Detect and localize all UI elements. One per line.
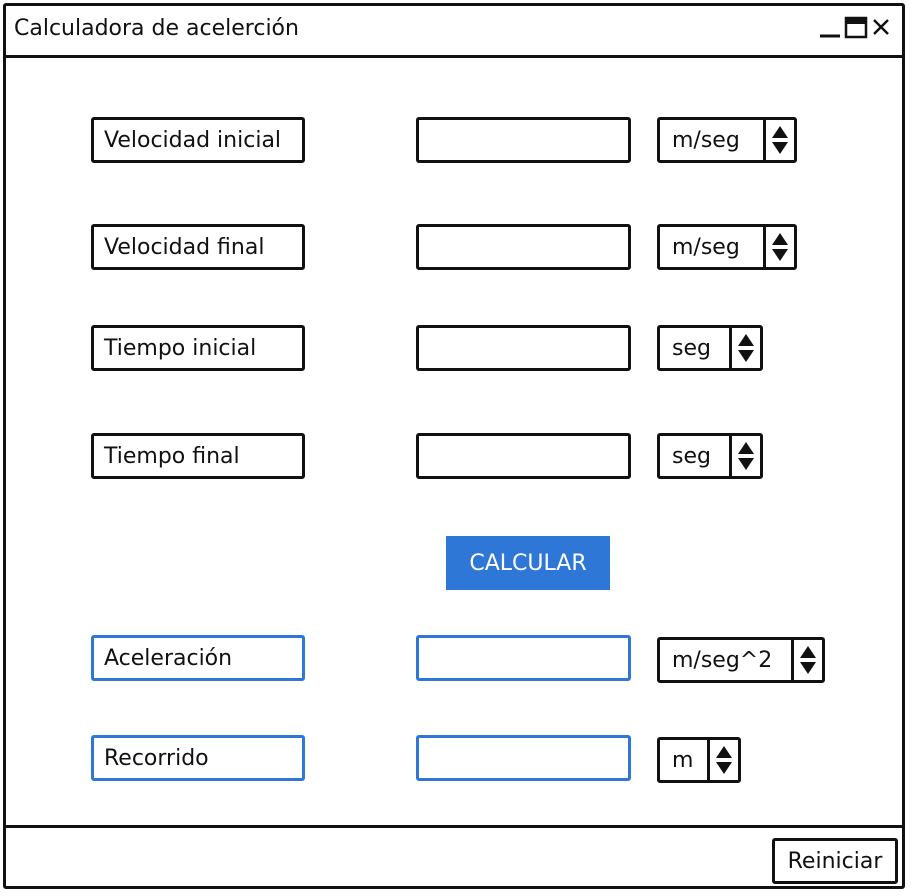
unit-value: m — [672, 747, 694, 773]
distance-output[interactable] — [416, 735, 631, 781]
acceleration-unit-select[interactable]: m/seg^2 — [657, 637, 825, 683]
reset-button[interactable]: Reiniciar — [772, 838, 898, 884]
title-bar: Calculadora de acelerción — [6, 6, 902, 58]
distance-unit-select[interactable]: m — [657, 737, 741, 783]
final-velocity-label: Velocidad final — [91, 224, 305, 270]
spinner-icon[interactable] — [729, 328, 760, 368]
spinner-icon[interactable] — [763, 120, 794, 160]
spinner-icon[interactable] — [707, 740, 738, 780]
window-title: Calculadora de acelerción — [14, 16, 299, 41]
close-icon[interactable] — [870, 16, 894, 40]
initial-velocity-input[interactable] — [416, 117, 631, 163]
final-time-label: Tiempo final — [91, 433, 305, 479]
footer-bar: Reiniciar — [6, 825, 902, 886]
unit-value: m/seg — [672, 234, 740, 260]
maximize-icon[interactable] — [844, 16, 868, 40]
unit-value: seg — [672, 335, 711, 361]
unit-value: m/seg — [672, 127, 740, 153]
acceleration-label: Aceleración — [91, 635, 305, 681]
unit-value: seg — [672, 443, 711, 469]
final-time-unit-select[interactable]: seg — [657, 433, 763, 479]
initial-time-unit-select[interactable]: seg — [657, 325, 763, 371]
spinner-icon[interactable] — [791, 640, 822, 680]
minimize-icon[interactable] — [818, 16, 842, 40]
spinner-icon[interactable] — [729, 436, 760, 476]
initial-time-input[interactable] — [416, 325, 631, 371]
final-time-input[interactable] — [416, 433, 631, 479]
initial-velocity-unit-select[interactable]: m/seg — [657, 117, 797, 163]
calculate-button[interactable]: CALCULAR — [446, 536, 610, 590]
final-velocity-unit-select[interactable]: m/seg — [657, 224, 797, 270]
distance-label: Recorrido — [91, 735, 305, 781]
unit-value: m/seg^2 — [672, 647, 773, 673]
final-velocity-input[interactable] — [416, 224, 631, 270]
initial-velocity-label: Velocidad inicial — [91, 117, 305, 163]
initial-time-label: Tiempo inicial — [91, 325, 305, 371]
acceleration-output[interactable] — [416, 635, 631, 681]
app-window: Calculadora de acelerción Velocidad inic… — [3, 3, 905, 889]
spinner-icon[interactable] — [763, 227, 794, 267]
